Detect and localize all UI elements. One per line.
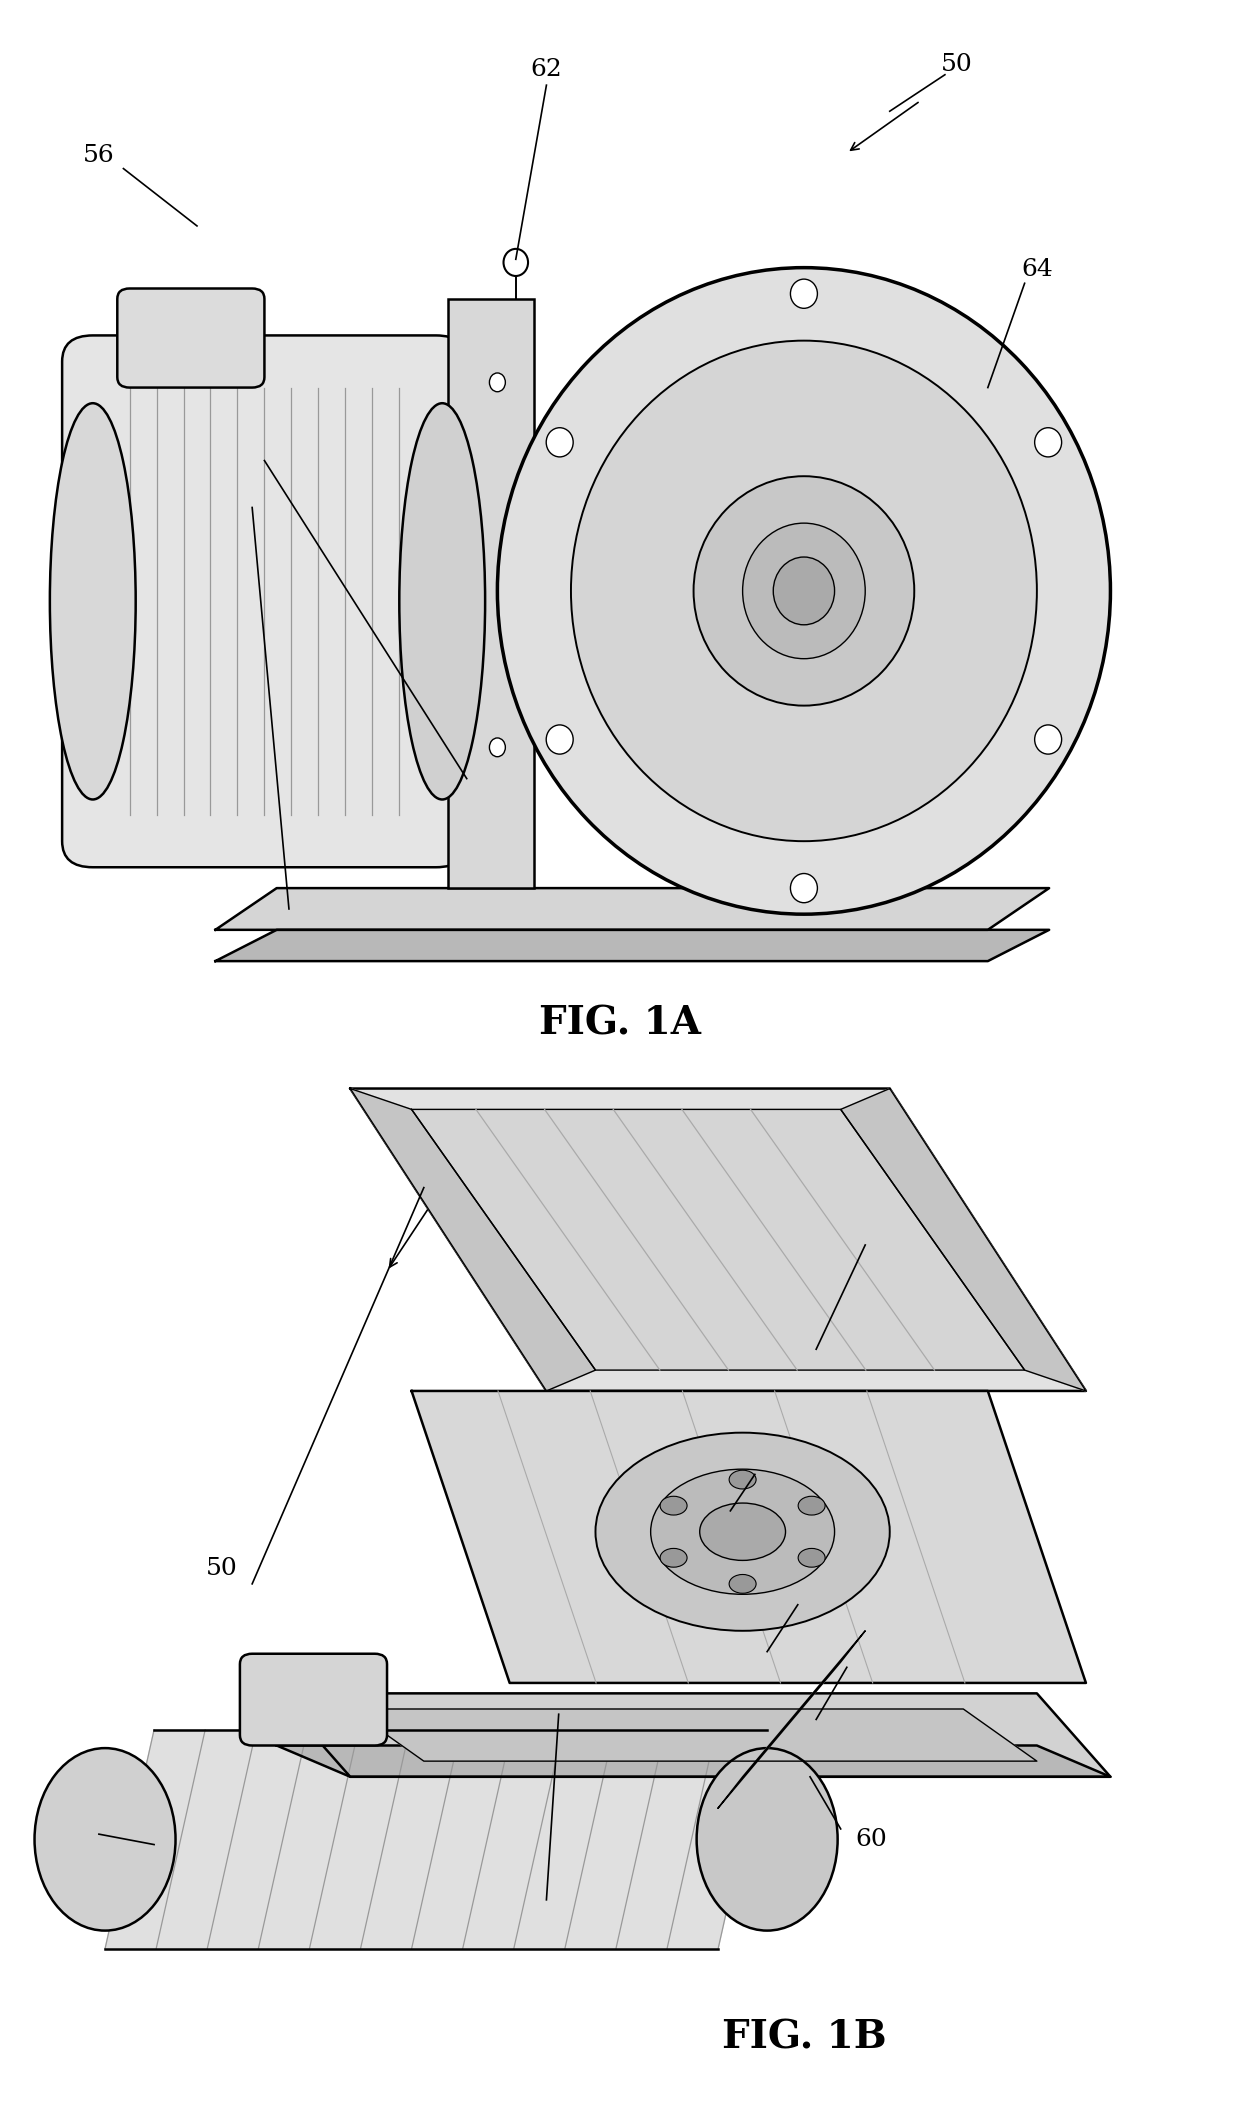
Text: 18: 18	[770, 1450, 801, 1473]
Text: 66: 66	[222, 483, 253, 506]
Ellipse shape	[729, 1574, 756, 1593]
Text: 50: 50	[941, 53, 973, 76]
Polygon shape	[718, 1631, 866, 1808]
Ellipse shape	[1034, 725, 1061, 754]
Text: 20: 20	[810, 1589, 842, 1612]
Polygon shape	[216, 889, 1049, 929]
Text: 60: 60	[856, 1829, 888, 1850]
Polygon shape	[216, 929, 1049, 961]
Text: FIG. 1A: FIG. 1A	[539, 1005, 701, 1043]
Ellipse shape	[660, 1496, 687, 1515]
Text: 64: 64	[1021, 259, 1053, 280]
Text: 56: 56	[55, 1816, 87, 1837]
Text: 56: 56	[83, 143, 115, 166]
FancyBboxPatch shape	[239, 1654, 387, 1745]
Ellipse shape	[790, 874, 817, 902]
Ellipse shape	[729, 1471, 756, 1490]
Text: 62: 62	[525, 1903, 557, 1926]
Ellipse shape	[546, 725, 573, 754]
Ellipse shape	[35, 1749, 176, 1930]
Ellipse shape	[595, 1433, 890, 1631]
Ellipse shape	[503, 249, 528, 276]
Polygon shape	[841, 1089, 1086, 1391]
Ellipse shape	[570, 341, 1037, 841]
Text: 66: 66	[859, 1652, 890, 1675]
FancyBboxPatch shape	[449, 299, 534, 889]
Ellipse shape	[799, 1496, 825, 1515]
Ellipse shape	[490, 373, 506, 392]
Ellipse shape	[1034, 428, 1061, 457]
Ellipse shape	[50, 402, 135, 799]
Ellipse shape	[546, 428, 573, 457]
Ellipse shape	[774, 556, 835, 626]
Polygon shape	[350, 1089, 595, 1391]
Ellipse shape	[651, 1469, 835, 1595]
Polygon shape	[350, 1709, 1037, 1761]
Ellipse shape	[497, 268, 1111, 914]
Ellipse shape	[697, 1749, 838, 1930]
Ellipse shape	[743, 523, 866, 659]
Polygon shape	[412, 1391, 1086, 1683]
Text: 62: 62	[531, 59, 562, 80]
Polygon shape	[277, 1745, 1111, 1776]
Polygon shape	[412, 1110, 1024, 1370]
Text: FIG. 1B: FIG. 1B	[722, 2019, 887, 2056]
Ellipse shape	[799, 1549, 825, 1568]
Polygon shape	[350, 1089, 1086, 1391]
FancyBboxPatch shape	[62, 335, 466, 868]
Ellipse shape	[693, 476, 914, 706]
Text: 50: 50	[206, 1557, 237, 1580]
Text: 20: 20	[231, 436, 262, 459]
FancyBboxPatch shape	[118, 289, 264, 388]
Polygon shape	[105, 1730, 768, 1949]
Ellipse shape	[399, 402, 485, 799]
Ellipse shape	[660, 1549, 687, 1568]
Ellipse shape	[790, 278, 817, 308]
Text: 64: 64	[872, 1220, 903, 1243]
Polygon shape	[277, 1694, 1111, 1776]
Ellipse shape	[490, 737, 506, 756]
Ellipse shape	[699, 1502, 785, 1561]
